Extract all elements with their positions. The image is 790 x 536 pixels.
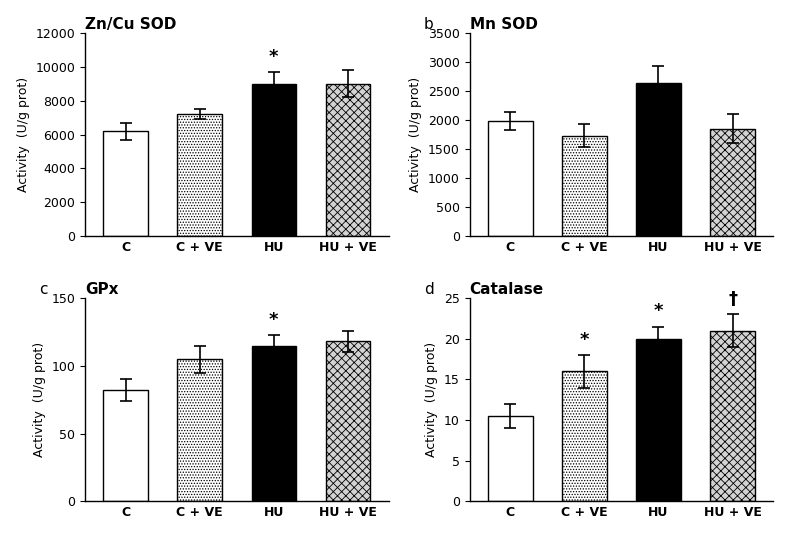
Bar xyxy=(488,416,532,502)
Y-axis label: Activity  (U/g prot): Activity (U/g prot) xyxy=(409,77,423,192)
Text: c: c xyxy=(40,282,47,297)
Bar xyxy=(488,121,532,236)
Bar xyxy=(103,390,148,502)
Text: b: b xyxy=(424,17,434,32)
Bar xyxy=(251,84,296,236)
Text: Catalase: Catalase xyxy=(469,282,544,297)
Y-axis label: Activity  (U/g prot): Activity (U/g prot) xyxy=(426,342,438,457)
Text: d: d xyxy=(424,282,434,297)
Bar xyxy=(178,114,222,236)
Bar xyxy=(178,359,222,502)
Bar xyxy=(710,129,754,236)
Text: *: * xyxy=(654,302,664,321)
Bar xyxy=(562,136,607,236)
Bar xyxy=(251,346,296,502)
Bar xyxy=(325,84,370,236)
Bar xyxy=(636,84,681,236)
Text: *: * xyxy=(580,331,589,349)
Text: Mn SOD: Mn SOD xyxy=(469,17,537,32)
Bar xyxy=(562,371,607,502)
Y-axis label: Activity  (U/g prot): Activity (U/g prot) xyxy=(17,77,30,192)
Text: Zn/Cu SOD: Zn/Cu SOD xyxy=(85,17,176,32)
Bar xyxy=(325,341,370,502)
Text: *: * xyxy=(269,48,279,66)
Bar xyxy=(636,339,681,502)
Y-axis label: Activity  (U/g prot): Activity (U/g prot) xyxy=(32,342,46,457)
Text: *: * xyxy=(269,310,279,329)
Bar xyxy=(710,331,754,502)
Text: †: † xyxy=(728,290,737,308)
Text: GPx: GPx xyxy=(85,282,118,297)
Bar xyxy=(103,131,148,236)
